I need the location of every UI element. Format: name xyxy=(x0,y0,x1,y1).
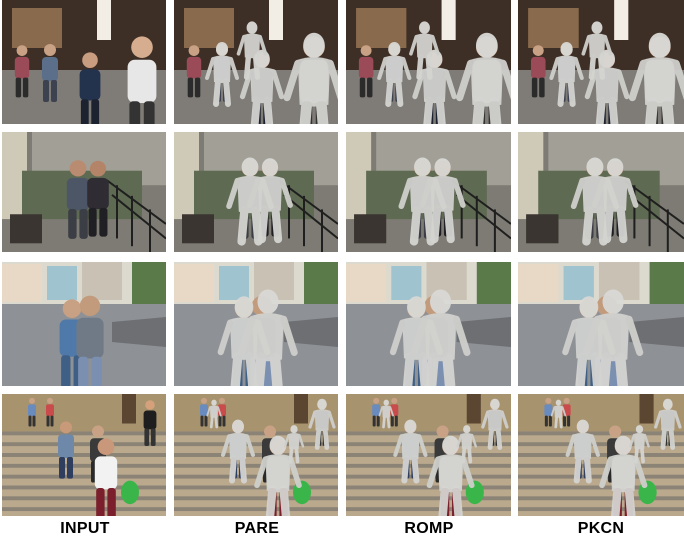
row2-pkcn-image xyxy=(518,132,684,252)
scene-photo xyxy=(346,262,511,386)
row1-input-image xyxy=(2,0,166,124)
column-label-input: INPUT xyxy=(60,520,110,537)
column-labels: INPUT PARE ROMP PKCN xyxy=(0,520,684,546)
row3-romp-image xyxy=(346,262,511,386)
column-label-pkcn: PKCN xyxy=(577,520,625,537)
scene-photo xyxy=(2,132,166,252)
row3-pkcn-image xyxy=(518,262,684,386)
column-label-romp: ROMP xyxy=(404,520,454,537)
row3-pare-image xyxy=(174,262,338,386)
row4-pkcn-image xyxy=(518,394,684,516)
scene-photo xyxy=(346,394,511,516)
scene-photo xyxy=(174,394,338,516)
row1-pkcn-image xyxy=(518,0,684,124)
scene-photo xyxy=(346,0,511,124)
row2-pare-image xyxy=(174,132,338,252)
scene-photo xyxy=(2,262,166,386)
scene-photo xyxy=(2,0,166,124)
row1-pare-image xyxy=(174,0,338,124)
scene-photo xyxy=(518,132,684,252)
row2-input-image xyxy=(2,132,166,252)
scene-photo xyxy=(518,0,684,124)
scene-photo xyxy=(174,0,338,124)
column-label-pare: PARE xyxy=(234,520,280,537)
row3-input-image xyxy=(2,262,166,386)
results-grid xyxy=(2,0,684,516)
scene-photo xyxy=(346,132,511,252)
scene-photo xyxy=(174,132,338,252)
scene-photo xyxy=(518,262,684,386)
scene-photo xyxy=(518,394,684,516)
scene-photo xyxy=(2,394,166,516)
scene-photo xyxy=(174,262,338,386)
row1-romp-image xyxy=(346,0,511,124)
row4-romp-image xyxy=(346,394,511,516)
row2-romp-image xyxy=(346,132,511,252)
row4-pare-image xyxy=(174,394,338,516)
row4-input-image xyxy=(2,394,166,516)
